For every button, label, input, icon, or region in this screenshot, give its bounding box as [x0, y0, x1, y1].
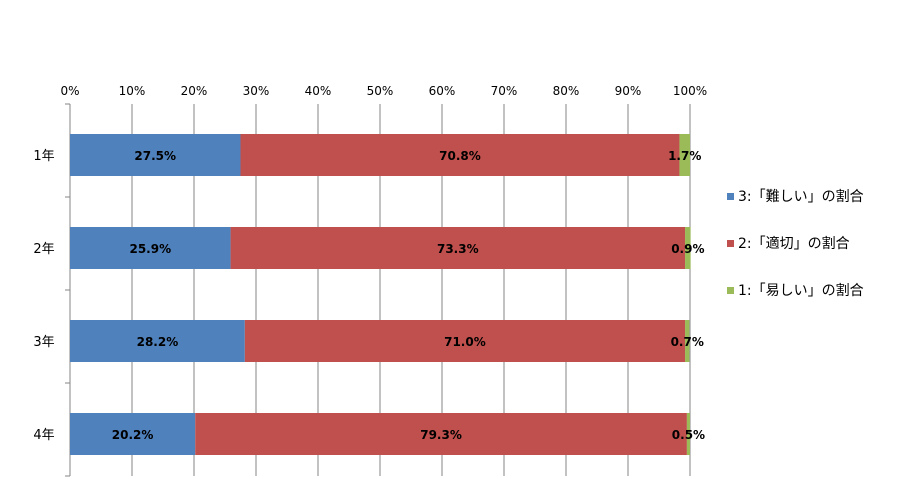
bar-segment: [230, 227, 686, 269]
category-axis: [65, 103, 71, 477]
x-tick-label: 20%: [181, 84, 208, 98]
legend-item: 3:「難しい」の割合: [727, 185, 897, 207]
bar-segment: [679, 134, 690, 176]
x-tick-labels: 0% 10% 20% 30% 40% 50% 60% 70% 80% 90% 100%: [60, 84, 707, 98]
category-label: 1年: [33, 149, 54, 164]
legend-swatch: [727, 286, 734, 294]
data-label: 27.5%: [134, 149, 176, 163]
bar-segment: [70, 134, 241, 176]
data-label: 73.3%: [437, 242, 479, 256]
legend-label: 1:「易しい」の割合: [738, 283, 864, 299]
x-tick-label: 100%: [673, 84, 707, 98]
data-labels: 27.5% 70.8% 1.7% 25.9% 73.3% 0.9% 28.2% 71.0% 0.…: [112, 149, 705, 442]
category-label: 4年: [33, 428, 54, 443]
x-tick-label: 50%: [367, 84, 394, 98]
category-label: 3年: [33, 335, 54, 350]
bars: [70, 134, 691, 455]
x-tick-label: 90%: [615, 84, 642, 98]
x-tick-label: 10%: [119, 84, 146, 98]
x-tick-label: 30%: [243, 84, 270, 98]
x-tick-label: 60%: [429, 84, 456, 98]
bar-segment: [240, 134, 680, 176]
x-tick-label: 70%: [491, 84, 518, 98]
legend: 3:「難しい」の割合 2:「適切」の割合 1:「易しい」の割合: [727, 185, 897, 326]
legend-swatch: [727, 239, 734, 247]
bar-segment: [70, 413, 196, 455]
data-label: 20.2%: [112, 428, 154, 442]
bar-segment: [685, 227, 691, 269]
legend-item: 2:「適切」の割合: [727, 232, 897, 254]
data-label: 0.7%: [671, 335, 704, 349]
data-label: 1.7%: [668, 149, 701, 163]
data-label: 0.5%: [672, 428, 705, 442]
x-tick-label: 40%: [305, 84, 332, 98]
legend-item: 1:「易しい」の割合: [727, 279, 897, 301]
data-label: 71.0%: [444, 335, 486, 349]
legend-swatch: [727, 192, 734, 200]
bar-segment: [195, 413, 687, 455]
legend-label: 2:「適切」の割合: [738, 236, 850, 252]
bar-segment: [70, 320, 245, 362]
bar-segment: [70, 227, 231, 269]
category-labels: 1年 2年 3年 4年: [33, 149, 54, 443]
data-label: 79.3%: [420, 428, 462, 442]
data-label: 25.9%: [129, 242, 171, 256]
legend-label: 3:「難しい」の割合: [738, 189, 864, 205]
data-label: 28.2%: [137, 335, 179, 349]
x-tick-label: 0%: [60, 84, 79, 98]
bar-segment: [685, 320, 690, 362]
bar-segment: [244, 320, 686, 362]
category-label: 2年: [33, 242, 54, 257]
bar-segment: [686, 413, 690, 455]
data-label: 0.9%: [671, 242, 704, 256]
x-tick-label: 80%: [553, 84, 580, 98]
data-label: 70.8%: [439, 149, 481, 163]
